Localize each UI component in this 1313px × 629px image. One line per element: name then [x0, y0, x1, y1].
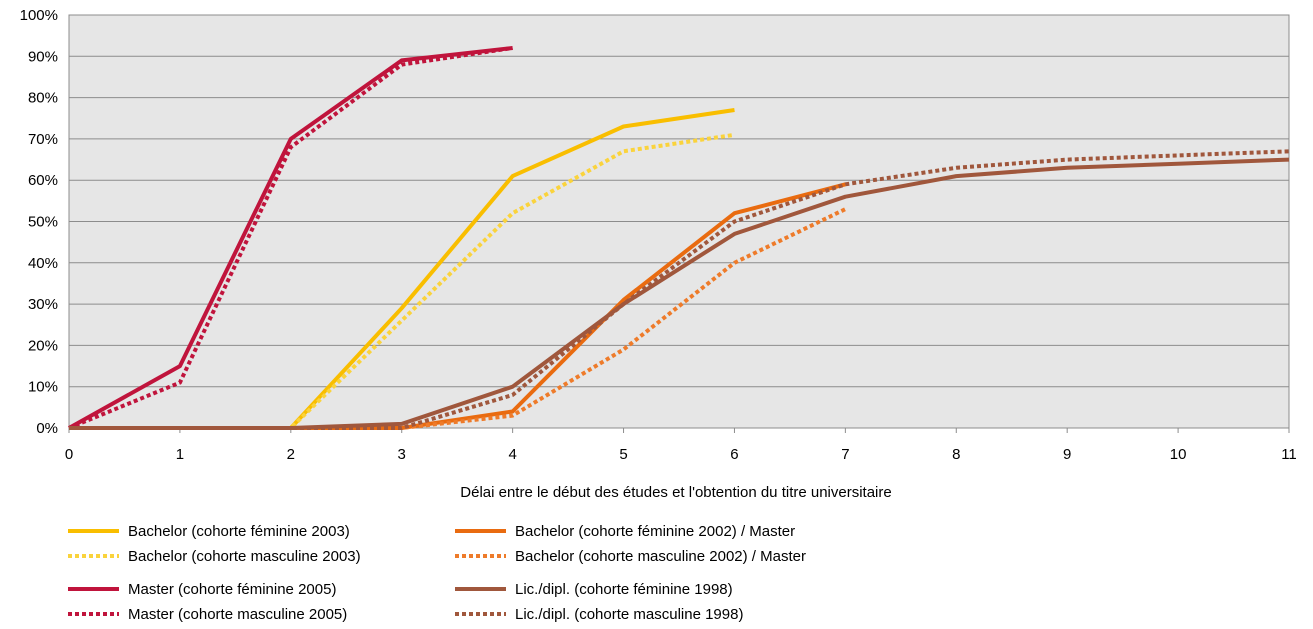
- x-tick-label: 3: [398, 446, 406, 463]
- y-tick-label: 30%: [28, 296, 58, 313]
- y-tick-label: 10%: [28, 379, 58, 396]
- gridlines: [68, 14, 1290, 433]
- y-tick-label: 0%: [36, 420, 58, 437]
- series-line-8: [69, 149, 1290, 430]
- x-tick-label: 10: [1170, 446, 1187, 463]
- x-tick-label: 1: [176, 446, 184, 463]
- y-tick-label: 40%: [28, 255, 58, 272]
- y-tick-label: 50%: [28, 214, 58, 231]
- legend-label: Master (cohorte féminine 2005): [128, 581, 336, 598]
- x-tick-label: 9: [1063, 446, 1071, 463]
- x-tick-label: 5: [619, 446, 627, 463]
- y-tick-label: 20%: [28, 337, 58, 354]
- legend-label: Master (cohorte masculine 2005): [128, 606, 347, 623]
- legend-label: Bachelor (cohorte féminine 2002) / Maste…: [515, 523, 795, 540]
- legend: Bachelor (cohorte féminine 2003) Bachelor…: [68, 523, 806, 623]
- plot-frame: [68, 14, 1290, 429]
- x-tick-label: 11: [1281, 446, 1297, 463]
- x-tick-label: 2: [287, 446, 295, 463]
- x-axis-title: Délai entre le début des études et l'obt…: [460, 484, 891, 501]
- y-tick-label: 60%: [28, 172, 58, 189]
- series-line-3: [68, 46, 513, 430]
- legend-label: Bachelor (cohorte féminine 2003): [128, 523, 350, 540]
- y-tick-label: 70%: [28, 131, 58, 148]
- y-axis-tick-labels: 0% 10% 20% 30% 40% 50% 60% 70% 80% 90% 100%: [20, 7, 58, 437]
- series-line-4: [68, 46, 513, 430]
- x-tick-label: 8: [952, 446, 960, 463]
- legend-label: Bachelor (cohorte masculine 2003): [128, 548, 361, 565]
- x-tick-label: 7: [841, 446, 849, 463]
- x-tick-label: 6: [730, 446, 738, 463]
- legend-label: Lic./dipl. (cohorte masculine 1998): [515, 606, 743, 623]
- x-axis-tick-labels: 0 1 2 3 4 5 6 7 8 9 10 11: [65, 446, 1297, 463]
- x-tick-label: 4: [508, 446, 516, 463]
- y-tick-label: 100%: [20, 7, 58, 24]
- y-tick-label: 80%: [28, 90, 58, 107]
- x-tick-label: 0: [65, 446, 73, 463]
- series-lines: [68, 46, 1290, 430]
- legend-label: Lic./dipl. (cohorte féminine 1998): [515, 581, 733, 598]
- legend-label: Bachelor (cohorte masculine 2002) / Mast…: [515, 548, 806, 565]
- y-tick-label: 90%: [28, 48, 58, 65]
